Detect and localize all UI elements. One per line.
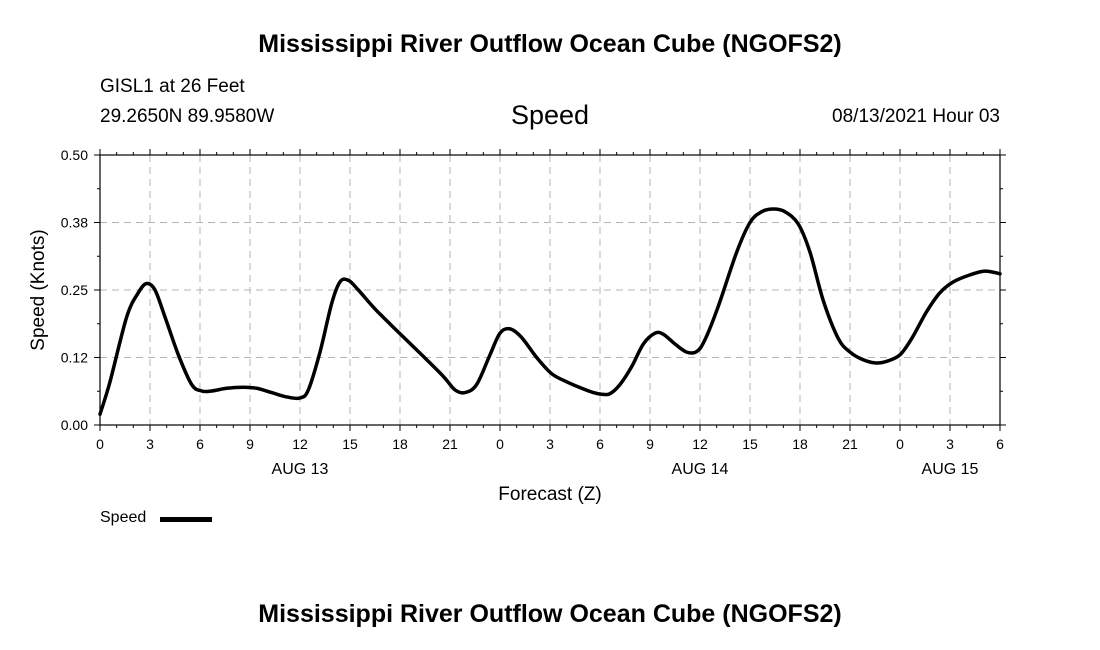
x-tick-label: 18 <box>392 436 408 452</box>
x-tick-label: 0 <box>496 436 504 452</box>
station-label: GISL1 at 26 Feet <box>100 76 245 97</box>
label-layer: 0 3 6 9 12 15 18 21 0 3 6 9 12 15 18 21 0 3 6 0.00 0.12 0.25 0… <box>28 147 1004 505</box>
x-tick-label: 3 <box>946 436 954 452</box>
x-tick-label: 3 <box>146 436 154 452</box>
series-layer <box>98 207 1002 416</box>
x-tick-label: 6 <box>196 436 204 452</box>
x-tick-label: 15 <box>342 436 358 452</box>
grid-layer <box>100 155 1000 425</box>
plot-subtitle: Speed <box>510 100 590 130</box>
legend-label: Speed <box>100 509 147 526</box>
legend-line-swatch <box>160 517 212 522</box>
y-tick-label: 0.25 <box>61 282 88 298</box>
x-tick-label: 12 <box>292 436 308 452</box>
datetime-label: 08/13/2021 Hour 03 <box>832 106 1000 127</box>
x-tick-label: 0 <box>96 436 104 452</box>
x-tick-label: 21 <box>842 436 858 452</box>
speed-series-line <box>98 207 1002 416</box>
date-label: AUG 15 <box>922 461 979 478</box>
chart-title: Mississippi River Outflow Ocean Cube (NG… <box>258 30 842 58</box>
x-tick-label: 6 <box>596 436 604 452</box>
x-tick-label: 18 <box>792 436 808 452</box>
x-tick-label: 0 <box>896 436 904 452</box>
y-tick-label: 0.00 <box>61 417 88 433</box>
y-axis-title: Speed (Knots) <box>28 229 49 350</box>
axes-layer <box>94 149 1006 431</box>
x-tick-label: 3 <box>546 436 554 452</box>
footer-title: Mississippi River Outflow Ocean Cube (NG… <box>258 600 842 628</box>
x-tick-label: 15 <box>742 436 758 452</box>
y-tick-label: 0.12 <box>61 350 88 366</box>
x-tick-label: 6 <box>996 436 1004 452</box>
date-label: AUG 13 <box>272 461 329 478</box>
y-tick-label: 0.50 <box>61 147 88 163</box>
coordinates-label: 29.2650N 89.9580W <box>100 106 275 127</box>
x-tick-label: 9 <box>246 436 254 452</box>
x-tick-label: 21 <box>442 436 458 452</box>
x-tick-label: 9 <box>646 436 654 452</box>
x-axis-title: Forecast (Z) <box>498 484 601 505</box>
date-label: AUG 14 <box>672 461 729 478</box>
x-tick-label: 12 <box>692 436 708 452</box>
y-tick-label: 0.38 <box>61 215 88 231</box>
